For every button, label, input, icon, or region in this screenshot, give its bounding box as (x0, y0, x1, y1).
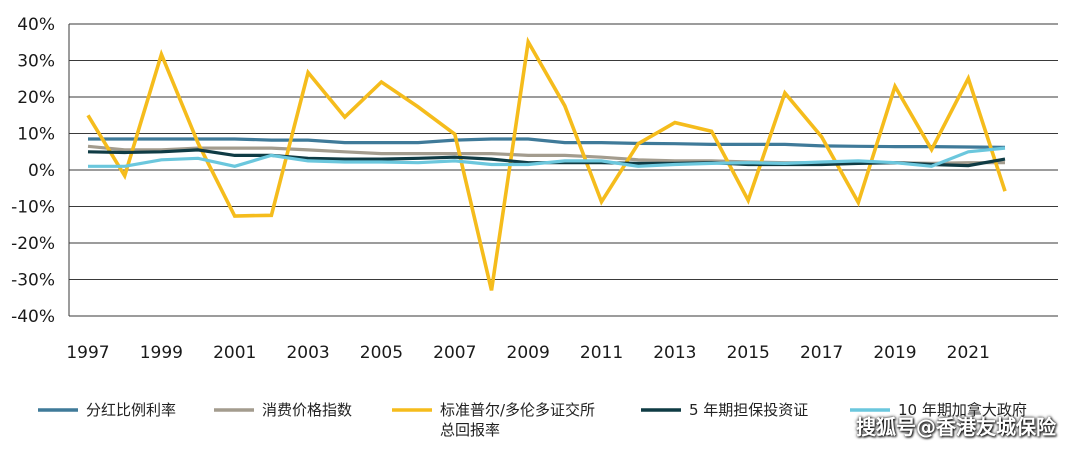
x-axis: 1997 1999 2001 2003 2005 2007 2009 2011 2013 2015… (66, 343, 990, 363)
gridlines (69, 23, 1058, 317)
x-tick-label: 1999 (140, 343, 183, 363)
x-tick-label: 1997 (66, 343, 109, 363)
legend-label: 标准普尔/多伦多证交所 (440, 401, 595, 419)
watermark-text: 搜狐号@香港友城保险 (856, 415, 1056, 439)
x-tick-label: 2017 (800, 343, 843, 363)
legend-label: 消费价格指数 (262, 401, 352, 419)
series-line-3 (86, 36, 1007, 291)
y-tick-label: -20% (11, 234, 55, 254)
x-tick-label: 2011 (580, 343, 623, 363)
x-tick-label: 2013 (653, 343, 696, 363)
series-line-5 (88, 146, 1006, 168)
y-tick-label: -10% (11, 198, 55, 218)
legend-label: 5 年期担保投资证 (689, 401, 808, 419)
y-tick-label: 20% (17, 88, 55, 108)
x-tick-label: 2003 (286, 343, 329, 363)
x-tick-label: 2015 (727, 343, 770, 363)
y-tick-label: 30% (17, 52, 55, 72)
legend-label: 10 年期加拿大政府 (898, 401, 1027, 419)
y-tick-label: -40% (11, 307, 55, 327)
x-tick-label: 2005 (360, 343, 403, 363)
x-tick-label: 2007 (433, 343, 476, 363)
y-tick-label: 10% (17, 125, 55, 145)
y-tick-label: 0% (28, 161, 55, 181)
x-tick-label: 2019 (873, 343, 916, 363)
legend-label-line2: 总回报率 (440, 421, 500, 439)
legend-label: 分红比例利率 (86, 401, 176, 419)
x-tick-label: 2009 (507, 343, 550, 363)
x-tick-label: 2001 (213, 343, 256, 363)
series-line-1 (88, 137, 1006, 149)
y-tick-label: 40% (17, 15, 55, 35)
series-lines (86, 36, 1007, 291)
x-tick-label: 2021 (947, 343, 990, 363)
y-axis: 40% 30% 20% 10% 0% -10% -20% -30% -40% (11, 15, 70, 327)
y-tick-label: -30% (11, 271, 55, 291)
